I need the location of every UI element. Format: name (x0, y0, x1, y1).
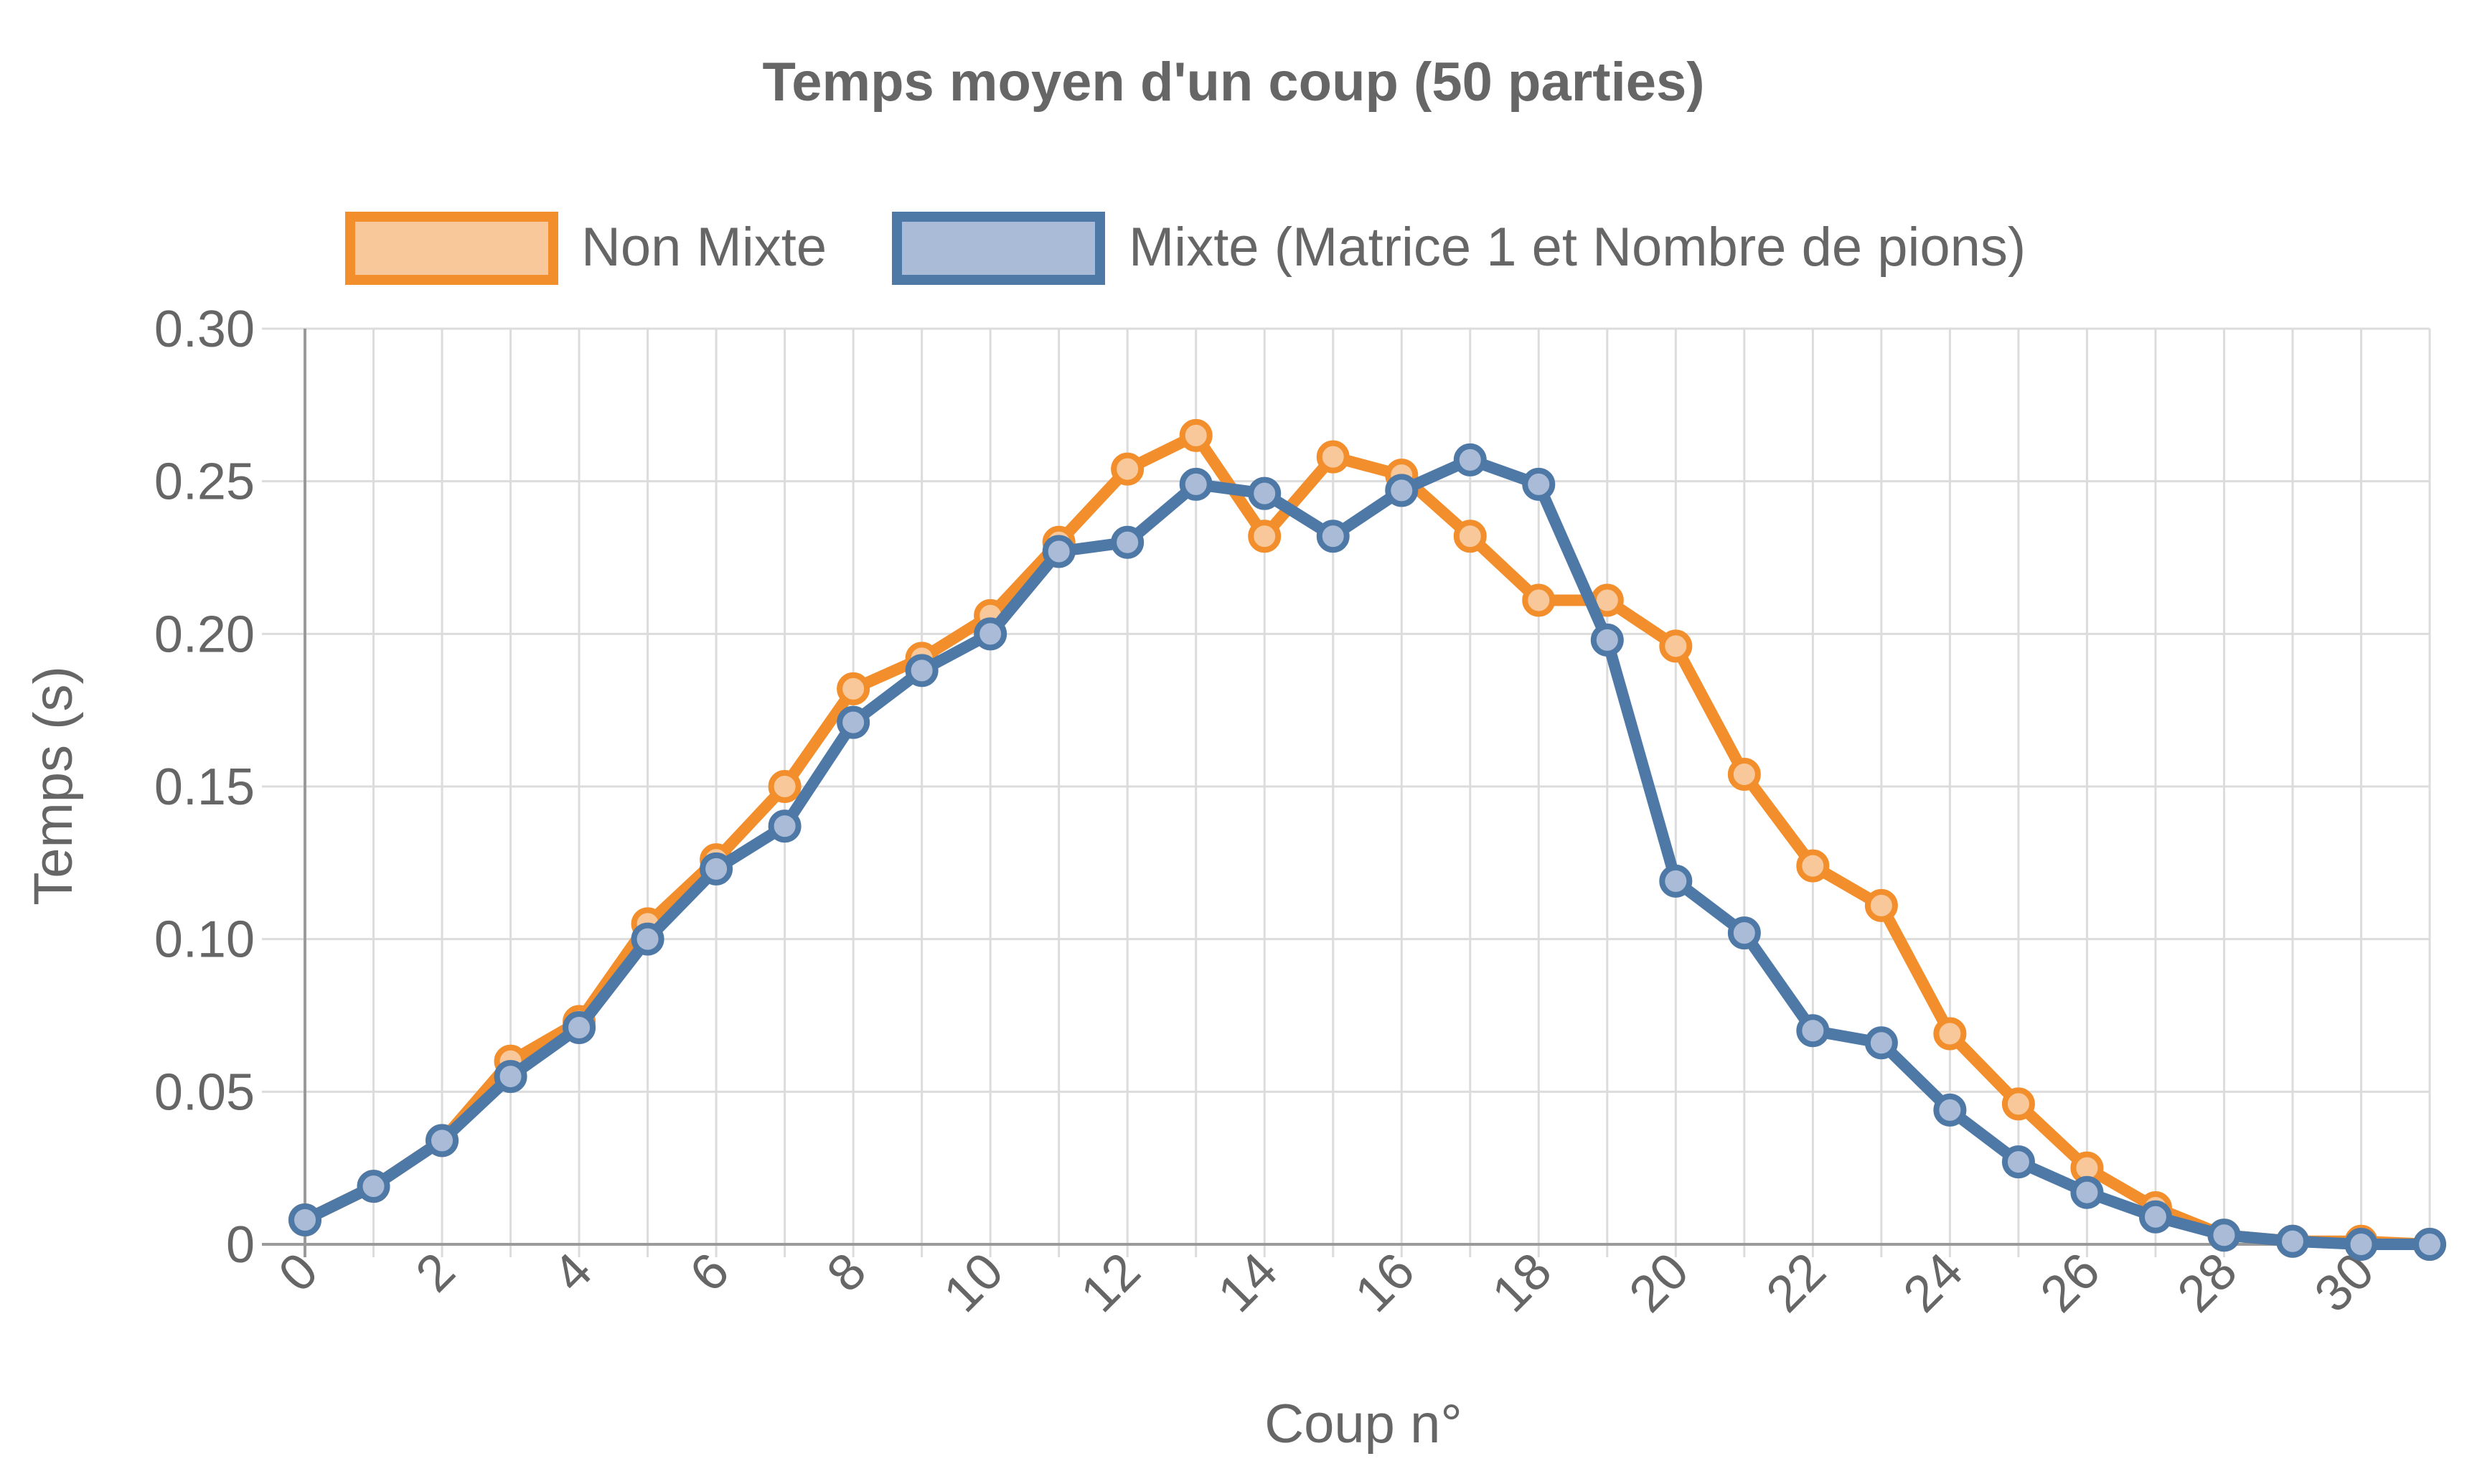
chart-title: Temps moyen d'un coup (50 parties) (762, 52, 1704, 113)
x-tick-label: 16 (1344, 1242, 1425, 1323)
data-point[interactable] (1111, 525, 1145, 559)
data-point[interactable] (494, 1060, 527, 1094)
y-tick-label: 0.15 (154, 759, 255, 816)
x-tick-label: 14 (1207, 1242, 1288, 1323)
y-axis-title: Temps (s) (23, 666, 84, 906)
x-tick-label: 4 (542, 1242, 603, 1303)
data-point[interactable] (563, 1011, 596, 1045)
x-tick-label: 0 (268, 1242, 329, 1303)
x-axis-title: Coup n° (1264, 1394, 1462, 1455)
data-point[interactable] (1522, 583, 1556, 617)
series-mixte (288, 443, 2446, 1261)
x-tick-label: 28 (2167, 1242, 2248, 1323)
data-point[interactable] (1179, 418, 1213, 452)
data-point[interactable] (837, 705, 870, 739)
data-point[interactable] (2138, 1200, 2172, 1234)
legend-label-mixte: Mixte (Matrice 1 et Nombre de pions) (1129, 217, 2026, 278)
x-tick-label: 26 (2030, 1242, 2111, 1323)
data-point[interactable] (357, 1170, 390, 1203)
data-point[interactable] (1042, 535, 1076, 568)
x-tick-label: 20 (1618, 1242, 1699, 1323)
series-line (299, 454, 2435, 1250)
data-point[interactable] (905, 654, 939, 687)
x-tick-label: 10 (933, 1242, 1014, 1323)
data-point[interactable] (1453, 443, 1487, 476)
grid (262, 327, 2431, 1257)
y-tick-label: 0.10 (154, 911, 255, 969)
legend-swatch-mixte (892, 212, 1105, 285)
data-point[interactable] (1179, 467, 1213, 501)
series-line (299, 429, 2435, 1250)
axes (262, 329, 2430, 1257)
legend-label-non-mixte: Non Mixte (581, 217, 827, 278)
data-point[interactable] (768, 809, 802, 843)
x-tick-label: 24 (1892, 1242, 1973, 1323)
data-point[interactable] (1590, 623, 1624, 657)
y-tick-label: 0.20 (154, 606, 255, 663)
data-point[interactable] (1111, 452, 1145, 486)
data-point[interactable] (1659, 864, 1693, 898)
data-point[interactable] (1864, 1026, 1898, 1060)
legend: Non Mixte Mixte (Matrice 1 et Nombre de … (345, 212, 2026, 285)
data-point[interactable] (2070, 1175, 2104, 1209)
data-point[interactable] (288, 1203, 321, 1236)
y-axis-ticks: 0 0.05 0.10 0.15 0.20 0.25 0.30 (154, 301, 255, 1274)
data-point[interactable] (1659, 629, 1693, 663)
data-point[interactable] (837, 672, 870, 705)
y-tick-label: 0.05 (154, 1063, 255, 1121)
data-point[interactable] (631, 922, 664, 956)
series-non-mixte (288, 418, 2446, 1261)
data-point[interactable] (2275, 1224, 2309, 1258)
data-point[interactable] (1385, 474, 1419, 507)
data-point[interactable] (1248, 520, 1282, 553)
data-point[interactable] (426, 1124, 459, 1157)
data-point[interactable] (1453, 520, 1487, 553)
legend-item-non-mixte[interactable]: Non Mixte (345, 212, 827, 285)
data-point[interactable] (1864, 888, 1898, 922)
y-tick-label: 0 (226, 1216, 255, 1274)
data-point[interactable] (1796, 849, 1830, 883)
data-point[interactable] (700, 852, 733, 886)
legend-swatch-non-mixte (345, 212, 558, 285)
data-point[interactable] (2344, 1228, 2378, 1261)
data-point[interactable] (768, 770, 802, 803)
series (288, 418, 2446, 1261)
data-point[interactable] (1727, 916, 1761, 950)
y-tick-label: 0.30 (154, 301, 255, 358)
data-point[interactable] (974, 617, 1007, 651)
data-point[interactable] (1316, 520, 1350, 553)
y-tick-label: 0.25 (154, 454, 255, 511)
x-tick-label: 18 (1481, 1242, 1562, 1323)
data-point[interactable] (1933, 1093, 1967, 1127)
x-tick-label: 8 (817, 1242, 878, 1303)
data-point[interactable] (1248, 476, 1282, 510)
x-tick-label: 12 (1070, 1242, 1151, 1323)
x-tick-label: 6 (680, 1242, 741, 1303)
data-point[interactable] (1522, 467, 1556, 501)
legend-item-mixte[interactable]: Mixte (Matrice 1 et Nombre de pions) (892, 212, 2026, 285)
data-point[interactable] (2207, 1218, 2241, 1252)
x-tick-label: 2 (405, 1242, 466, 1303)
data-point[interactable] (1796, 1014, 1830, 1048)
x-axis-ticks: 0 2 4 6 8 10 12 14 16 18 20 22 24 26 28 30 (268, 1242, 2384, 1323)
data-point[interactable] (2413, 1228, 2446, 1261)
data-point[interactable] (1933, 1017, 1967, 1051)
data-point[interactable] (1316, 440, 1350, 474)
data-point[interactable] (2001, 1145, 2035, 1179)
data-point[interactable] (1727, 757, 1761, 791)
data-point[interactable] (2001, 1087, 2035, 1121)
x-tick-label: 22 (1755, 1242, 1836, 1323)
